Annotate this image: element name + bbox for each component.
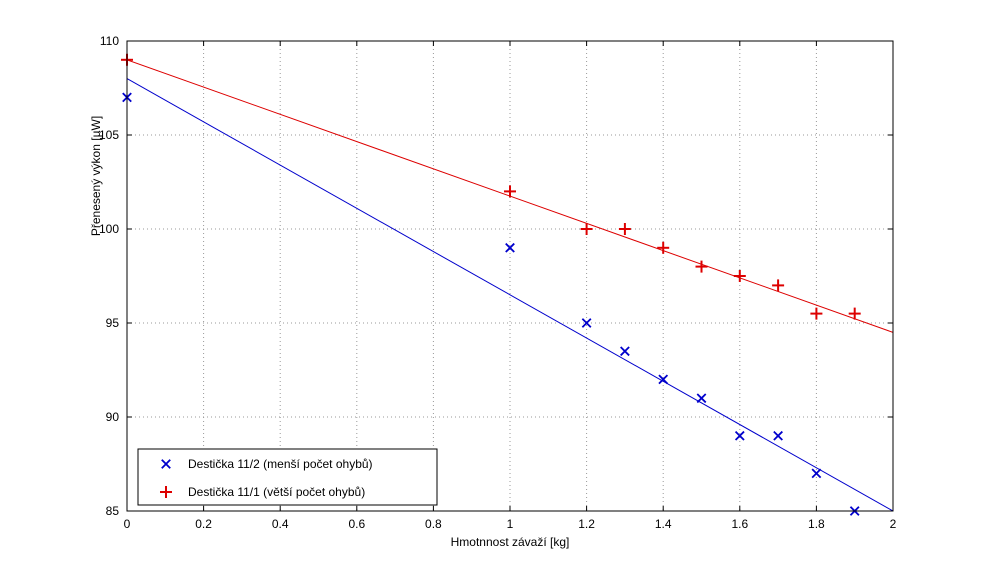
data-marker: [848, 307, 861, 320]
x-tick-label: 0.8: [425, 517, 442, 531]
marker-stroke: [696, 393, 707, 404]
y-axis-label: Přenesený výkon [µW]: [89, 116, 103, 236]
data-marker: [620, 346, 630, 357]
x-tick-label: 1.2: [578, 517, 595, 531]
x-tick-label: 0.6: [348, 517, 365, 531]
plot-background: [127, 41, 893, 511]
x-axis-label: Hmotnnost závaží [kg]: [451, 535, 570, 549]
data-marker: [773, 430, 783, 441]
fit-line-series-0: [126, 78, 894, 512]
data-marker: [810, 307, 823, 320]
y-tick-label: 90: [106, 410, 120, 424]
x-tick-label: 0.2: [195, 517, 212, 531]
x-tick-label: 2: [890, 517, 897, 531]
marker-stroke: [773, 430, 783, 441]
data-marker: [695, 260, 708, 273]
data-marker: [772, 279, 785, 292]
y-tick-label: 85: [106, 504, 120, 518]
data-marker: [734, 430, 745, 441]
data-marker: [618, 223, 631, 235]
legend-label-series-1: Destička 11/1 (větší počet ohybů): [188, 485, 365, 499]
y-tick-label: 95: [106, 316, 120, 330]
data-marker: [811, 468, 822, 479]
data-marker: [504, 185, 516, 198]
y-tick-label: 100: [99, 222, 119, 236]
data-marker: [696, 393, 707, 404]
legend-box: [137, 448, 438, 506]
data-marker: [733, 270, 746, 282]
marker-stroke: [734, 430, 745, 441]
marker-stroke: [161, 459, 171, 469]
x-tick-label: 0.4: [272, 517, 289, 531]
marker-stroke: [505, 242, 515, 253]
marker-stroke: [658, 374, 669, 385]
series-1-markers: [121, 53, 861, 320]
legend-marker-series-1: [160, 486, 172, 498]
data-marker: [505, 242, 515, 253]
marker-stroke: [620, 346, 630, 357]
data-marker: [581, 318, 592, 328]
marker-stroke: [811, 468, 822, 479]
x-tick-label: 0: [124, 517, 131, 531]
series-0-markers: [122, 92, 860, 516]
data-marker: [658, 374, 669, 385]
x-tick-label: 1.4: [655, 517, 672, 531]
legend-label-series-0: Destička 11/2 (menší počet ohybů): [188, 457, 373, 471]
x-tick-label: 1.8: [808, 517, 825, 531]
y-tick-label: 110: [100, 34, 119, 48]
marker-stroke: [581, 318, 592, 328]
x-tick-label: 1: [507, 517, 514, 531]
data-marker: [580, 223, 593, 235]
legend-marker-series-0: [161, 459, 171, 469]
data-marker: [657, 241, 670, 254]
y-tick-label: 105: [99, 128, 119, 142]
x-tick-label: 1.6: [731, 517, 748, 531]
